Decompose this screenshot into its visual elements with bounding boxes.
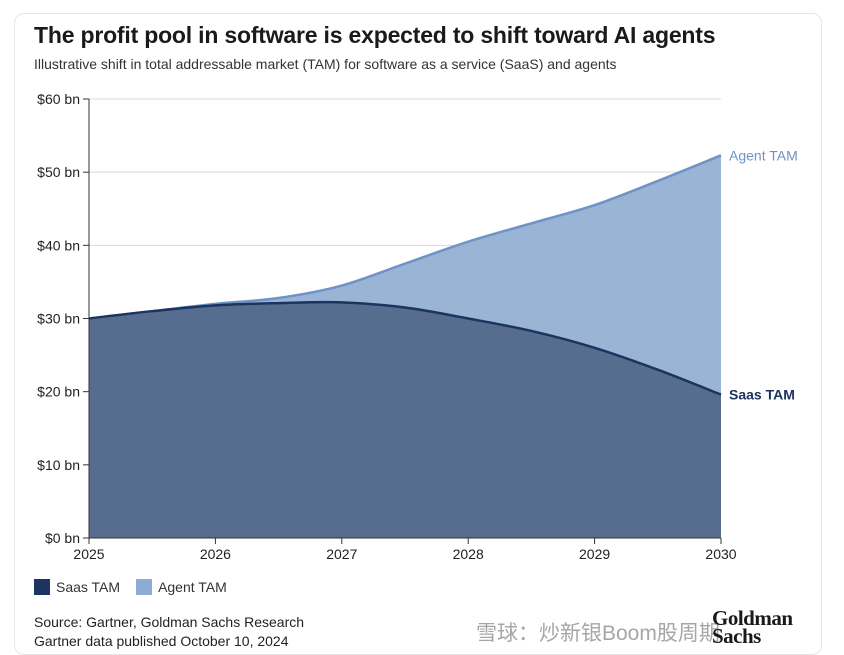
x-tick-label: 2030 <box>705 546 736 562</box>
goldman-sachs-logo: Goldman Sachs <box>712 606 793 648</box>
legend-swatch-agent <box>136 579 153 595</box>
x-tick-label: 2026 <box>200 546 231 562</box>
chart-subtitle: Illustrative shift in total addressable … <box>34 56 617 72</box>
source-line: Source: Gartner, Goldman Sachs Research <box>34 614 305 630</box>
x-tick-label: 2027 <box>326 546 357 562</box>
y-tick-label: $10 bn <box>37 457 80 473</box>
legend-swatch-saas <box>34 579 50 595</box>
legend-item-agent: Agent TAM <box>136 579 227 595</box>
x-tick-label: 2028 <box>453 546 484 562</box>
source-note: Source: Gartner, Goldman Sachs Research … <box>34 613 304 651</box>
watermark: 雪球：炒新银Boom股周期 <box>476 622 720 645</box>
area-chart: $0 bn $10 bn $20 bn $30 bn $40 bn $50 bn $60 b… <box>37 91 798 562</box>
agent-tam-end-label: Agent TAM <box>729 147 798 163</box>
legend-item-saas: Saas TAM <box>34 579 120 595</box>
series-end-labels: Agent TAM Saas TAM <box>729 147 798 402</box>
x-tick-label: 2025 <box>73 546 104 562</box>
y-tick-label: $0 bn <box>45 530 80 546</box>
legend-label-agent: Agent TAM <box>158 579 227 595</box>
saas-tam-end-label: Saas TAM <box>729 387 795 403</box>
y-tick-label: $40 bn <box>37 237 80 253</box>
legend: Saas TAM Agent TAM <box>34 579 227 595</box>
x-tick-label: 2029 <box>579 546 610 562</box>
y-tick-label: $20 bn <box>37 384 80 400</box>
source-date-line: Gartner data published October 10, 2024 <box>34 633 289 649</box>
area-series <box>88 154 722 539</box>
y-tick-label: $30 bn <box>37 311 80 327</box>
axes: $0 bn $10 bn $20 bn $30 bn $40 bn $50 bn $60 b… <box>37 91 737 562</box>
legend-label-saas: Saas TAM <box>56 579 121 595</box>
y-tick-label: $60 bn <box>37 91 80 107</box>
saas-tam-area <box>89 302 721 538</box>
y-tick-label: $50 bn <box>37 164 80 180</box>
saas-tam-line <box>88 300 722 396</box>
chart-title: The profit pool in software is expected … <box>34 22 716 48</box>
